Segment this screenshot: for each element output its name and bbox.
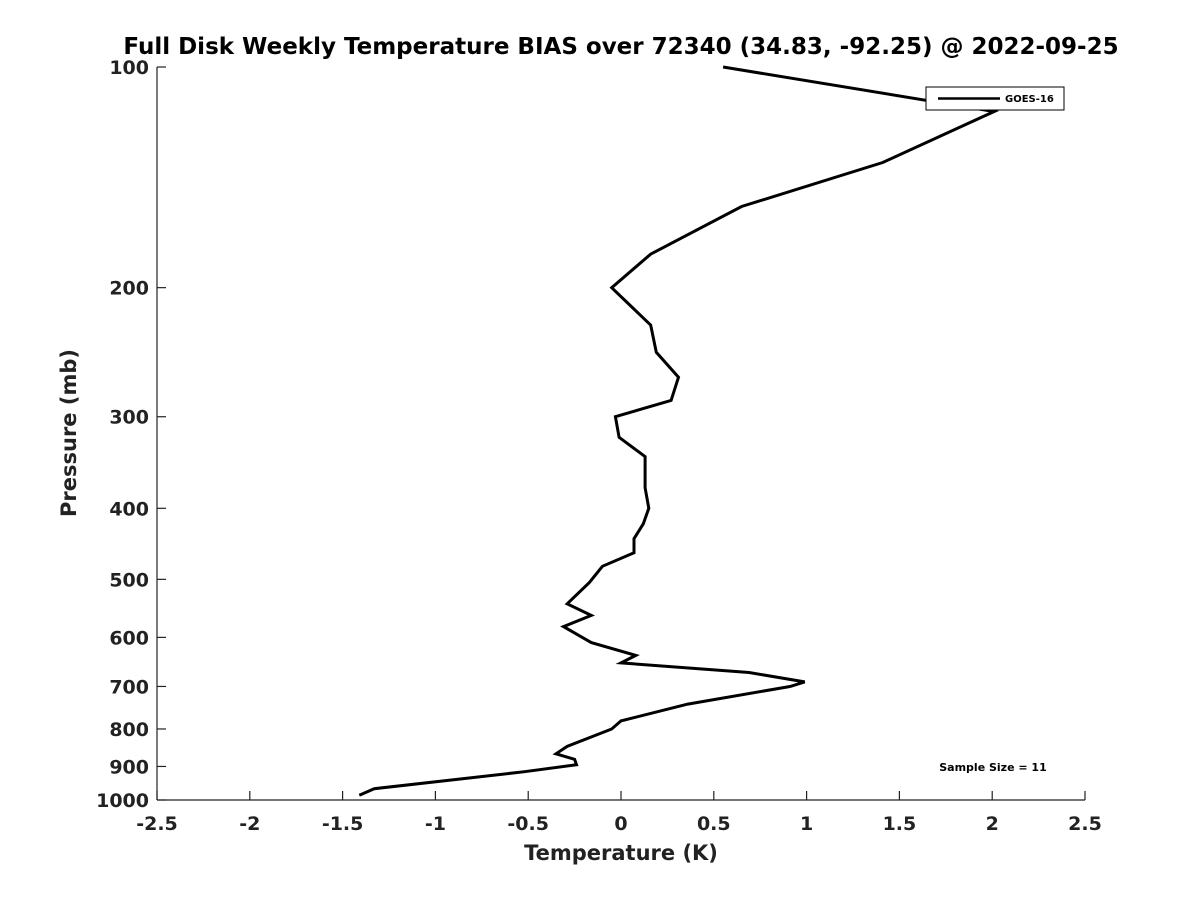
y-tick-label: 400 (109, 498, 149, 520)
x-tick-label: 2 (986, 813, 999, 835)
x-tick-label: 2.5 (1068, 813, 1102, 835)
y-axis-ticks: 100 200 300 400 500 600 700 800 900 1000 (96, 57, 166, 812)
sample-size-annotation: Sample Size = 11 (939, 761, 1046, 774)
y-tick-label: 800 (109, 719, 149, 741)
x-axis-label: Temperature (K) (524, 841, 718, 865)
series-line-goes-16 (358, 65, 1000, 797)
x-tick-label: 0 (614, 813, 627, 835)
y-tick-label: 900 (109, 756, 149, 778)
y-axis-label: Pressure (mb) (57, 349, 81, 517)
y-tick-label: 200 (109, 278, 149, 300)
x-tick-label: -2.5 (136, 813, 178, 835)
legend-label-goes-16: GOES-16 (1005, 94, 1054, 105)
legend: GOES-16 (925, 86, 1065, 111)
y-tick-label: 700 (109, 676, 149, 698)
x-tick-label: 1 (800, 813, 813, 835)
y-tick-label: 1000 (96, 790, 149, 812)
x-tick-label: 0.5 (697, 813, 731, 835)
y-tick-label: 300 (109, 407, 149, 429)
chart-title: Full Disk Weekly Temperature BIAS over 7… (123, 34, 1118, 60)
y-tick-label: 500 (109, 569, 149, 591)
y-tick-label: 600 (109, 627, 149, 649)
series-layer (358, 65, 1000, 797)
x-tick-label: -0.5 (507, 813, 549, 835)
x-tick-label: -1.5 (322, 813, 364, 835)
x-axis-ticks: -2.5 -2 -1.5 -1 -0.5 0 0.5 1 1.5 2 2.5 (136, 791, 1102, 835)
y-tick-label: 100 (109, 57, 149, 79)
plot-area: -2.5 -2 -1.5 -1 -0.5 0 0.5 1 1.5 2 2.5 100 200 300 40… (96, 57, 1102, 835)
x-tick-label: 1.5 (883, 813, 917, 835)
x-tick-label: -2 (239, 813, 260, 835)
x-tick-label: -1 (425, 813, 446, 835)
